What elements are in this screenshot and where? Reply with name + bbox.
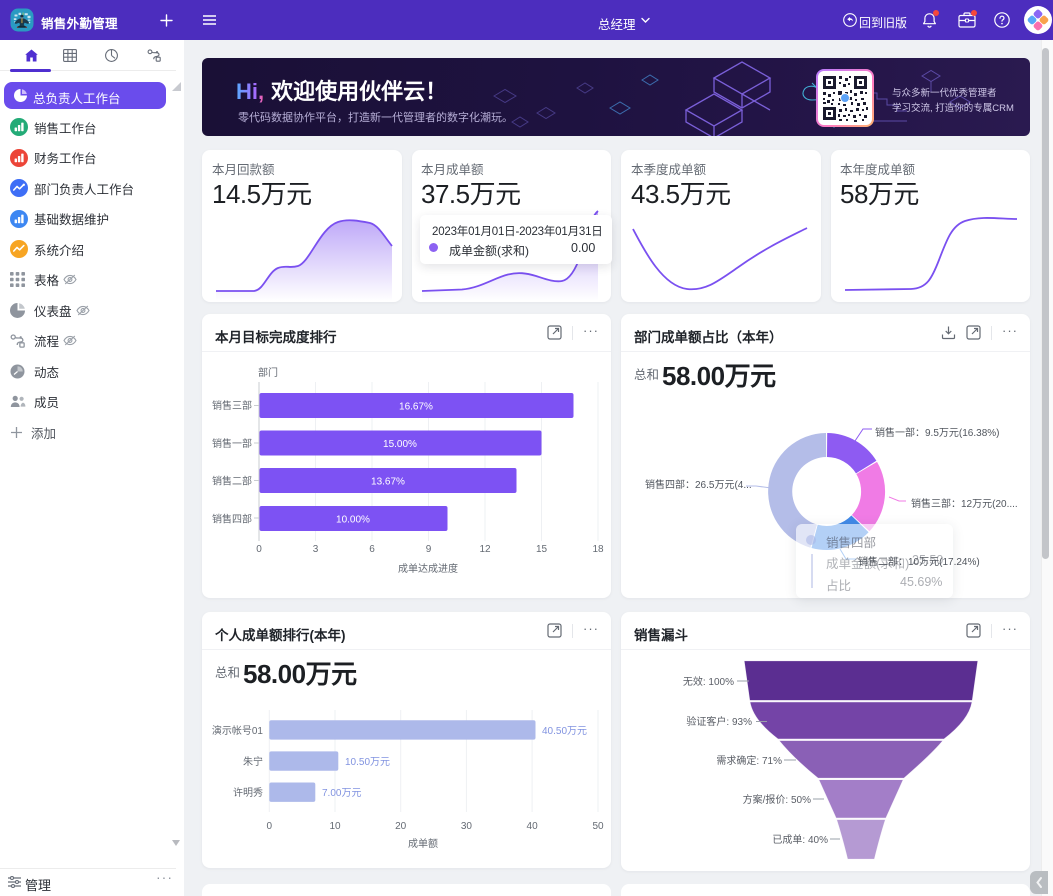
- svg-text:0: 0: [256, 544, 262, 555]
- svg-text:许明秀: 许明秀: [233, 787, 263, 799]
- svg-text:已成单: 40%: 已成单: 40%: [772, 834, 828, 846]
- svg-text:18: 18: [592, 544, 604, 555]
- svg-text:方案/报价: 50%: 方案/报价: 50%: [743, 793, 811, 806]
- svg-text:7.00万元: 7.00万元: [322, 788, 361, 799]
- svg-text:40.50万元: 40.50万元: [542, 726, 587, 737]
- svg-text:10: 10: [329, 821, 341, 832]
- svg-text:验证客户: 93%: 验证客户: 93%: [686, 715, 752, 728]
- svg-text:部门: 部门: [258, 366, 278, 379]
- svg-text:20: 20: [395, 821, 407, 832]
- svg-text:朱宁: 朱宁: [243, 755, 263, 768]
- svg-text:成单额: 成单额: [408, 837, 438, 850]
- svg-text:40: 40: [527, 821, 539, 832]
- svg-text:6: 6: [369, 544, 375, 555]
- svg-text:演示帐号01: 演示帐号01: [212, 724, 264, 737]
- svg-text:50: 50: [592, 821, 604, 832]
- svg-text:15: 15: [536, 544, 548, 555]
- svg-text:13.67%: 13.67%: [371, 477, 405, 488]
- svg-text:10.50万元: 10.50万元: [345, 757, 390, 768]
- svg-text:销售二部: 销售二部: [212, 475, 252, 488]
- svg-text:无效: 100%: 无效: 100%: [683, 675, 734, 688]
- svg-text:16.67%: 16.67%: [399, 402, 433, 413]
- svg-text:30: 30: [461, 821, 473, 832]
- svg-text:销售四部: 销售四部: [212, 513, 252, 526]
- svg-text:成单达成进度: 成单达成进度: [398, 562, 458, 575]
- svg-text:0: 0: [267, 821, 273, 832]
- svg-text:销售一部: 销售一部: [212, 437, 252, 450]
- svg-text:3: 3: [313, 544, 319, 555]
- svg-text:9: 9: [426, 544, 432, 555]
- svg-text:需求确定: 71%: 需求确定: 71%: [716, 754, 782, 767]
- svg-text:10.00%: 10.00%: [336, 515, 370, 526]
- svg-text:销售三部: 销售三部: [212, 399, 252, 412]
- svg-text:12: 12: [479, 544, 491, 555]
- svg-text:15.00%: 15.00%: [383, 439, 417, 450]
